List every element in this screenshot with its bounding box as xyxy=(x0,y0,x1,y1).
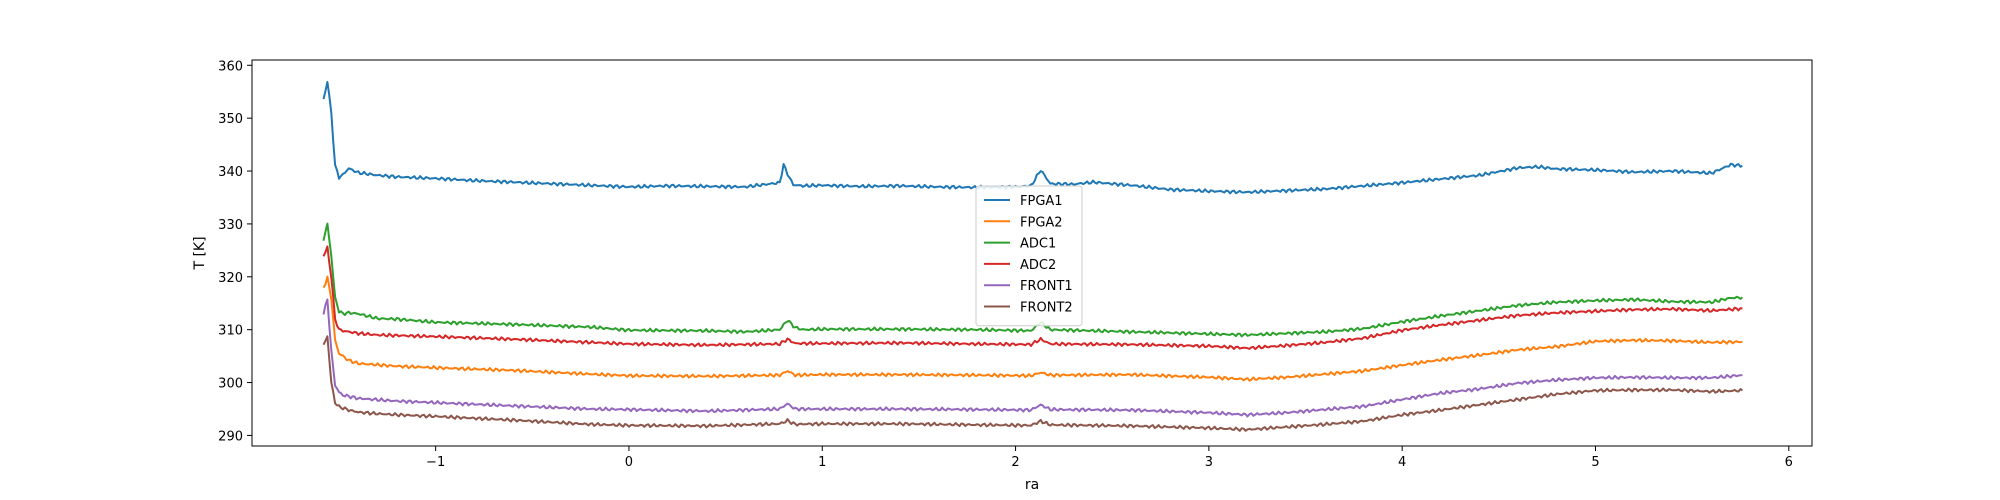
series-line-front2 xyxy=(322,335,1743,432)
y-tick-label: 310 xyxy=(218,324,243,339)
x-tick-label: 5 xyxy=(1591,455,1599,470)
y-axis-label: T [K] xyxy=(192,236,208,270)
x-tick-label: 1 xyxy=(818,455,826,470)
legend-entry: FPGA1 xyxy=(1020,194,1063,209)
y-tick-label: 300 xyxy=(218,377,243,392)
series-line-fpga1 xyxy=(322,81,1743,195)
series-line-adc2 xyxy=(322,245,1743,351)
plot-frame xyxy=(251,59,1813,447)
series-line-fpga2 xyxy=(322,275,1743,382)
y-tick-label: 340 xyxy=(218,165,243,180)
legend-entry: FPGA2 xyxy=(1020,215,1063,230)
x-axis-ticks: −1 0 1 2 3 4 5 6 xyxy=(426,446,1793,470)
y-tick-label: 350 xyxy=(218,112,243,127)
x-tick-label: 2 xyxy=(1011,455,1019,470)
x-tick-label: 6 xyxy=(1785,455,1793,470)
x-axis-label: ra xyxy=(1025,477,1039,493)
y-tick-label: 330 xyxy=(218,218,243,233)
legend-entry: FRONT1 xyxy=(1020,279,1073,294)
y-axis-ticks: 290 300 310 320 330 340 350 360 xyxy=(218,59,252,444)
legend-entry: ADC2 xyxy=(1020,258,1056,273)
legend-entry: ADC1 xyxy=(1020,237,1056,252)
y-tick-label: 290 xyxy=(218,429,243,444)
y-tick-label: 360 xyxy=(218,59,243,74)
legend-entry: FRONT2 xyxy=(1020,301,1073,316)
x-tick-label: 4 xyxy=(1398,455,1406,470)
series-line-adc1 xyxy=(322,222,1744,338)
x-tick-label: 0 xyxy=(625,455,633,470)
series-line-front1 xyxy=(322,298,1743,418)
y-tick-label: 320 xyxy=(218,271,243,286)
legend: FPGA1 FPGA2 ADC1 ADC2 FRONT1 FRONT2 xyxy=(975,185,1083,327)
x-tick-label: 3 xyxy=(1205,455,1213,470)
x-tick-label: −1 xyxy=(426,455,445,470)
series-lines xyxy=(322,81,1744,432)
